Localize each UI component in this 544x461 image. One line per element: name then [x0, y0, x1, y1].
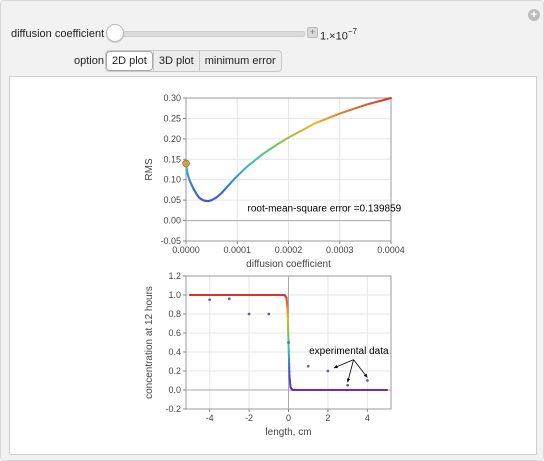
chart2-annotation-arrow	[353, 359, 368, 378]
chart2-data-point	[287, 341, 290, 344]
chart1-annotation: root-mean-square error =0.139859	[248, 204, 402, 215]
chart2-annotation-arrow	[347, 359, 354, 383]
slider-value-mantissa: 1.×10	[320, 30, 348, 43]
chart2-x-axis-label: length, cm	[265, 427, 311, 438]
chart2-data-point	[227, 297, 231, 301]
chart2-annotation-arrowhead	[363, 373, 368, 378]
chart2-data-point	[267, 312, 271, 316]
chart2-y-tick-label: 0.6	[168, 328, 181, 338]
chart1-series-line	[185, 97, 392, 202]
chart2-x-tick-label: 4	[365, 413, 370, 423]
chart2-x-tick-label: -2	[245, 413, 253, 423]
chart1-x-tick-label: 0.0001	[223, 245, 251, 255]
chart2-annotation-arrowhead	[333, 364, 338, 369]
chart2-x-tick-label: 2	[325, 413, 330, 423]
chart2-y-axis-label: concentration at 12 hours	[144, 286, 155, 399]
chart1-y-axis-label: RMS	[144, 158, 155, 181]
chart1-x-tick-label: 0.0004	[377, 245, 405, 255]
chart2-data-point	[365, 379, 369, 382]
chart2-series-line	[188, 294, 389, 391]
chart2-y-tick-label: 0.8	[168, 309, 181, 319]
diffusion-slider-track[interactable]	[107, 31, 305, 37]
chart1-y-tick-label: 0.00	[163, 216, 181, 226]
slider-expand-icon[interactable]: +	[307, 27, 318, 38]
chart2-data-point	[306, 364, 310, 368]
slider-value: 1.×10−7	[320, 27, 357, 43]
chart1-current-point	[182, 159, 190, 168]
chart1-x-tick-label: 0.0003	[326, 245, 354, 255]
chart1-y-tick-label: 0.15	[163, 154, 181, 164]
chart2-data-point	[326, 369, 330, 373]
chart2-annotation: experimental data	[309, 346, 389, 357]
option-selector: 2D plot 3D plot minimum error	[105, 50, 282, 72]
chart2-data-point	[208, 298, 212, 302]
slider-label: diffusion coefficient	[11, 28, 105, 40]
chart2-x-tick-label: 0	[286, 413, 291, 423]
chart1-y-tick-label: 0.05	[163, 195, 181, 205]
chart2-annotation-arrowhead	[346, 378, 351, 383]
chart1-x-tick-label: 0.0000	[172, 245, 200, 255]
output-panel: -0.05 0.00 0.05 0.10 0.15 0.20 0.25 0.30 0.0000 0…	[9, 76, 537, 455]
chart2-data-point	[247, 312, 251, 316]
chart1-y-tick-label: -0.05	[160, 236, 181, 246]
slider-value-exponent: −7	[347, 27, 357, 36]
chart1-x-tick-label: 0.0002	[275, 245, 303, 255]
chart2-data-point	[346, 383, 350, 387]
chart2-y-tick-label: 0.2	[168, 366, 181, 376]
chart2-y-tick-label: 1.2	[168, 271, 181, 281]
chart2-y-tick-label: 1.0	[168, 290, 181, 300]
chart1-x-axis-label: diffusion coefficient	[246, 259, 331, 270]
chart1-series-segment	[386, 97, 392, 100]
option-2d-plot-button[interactable]: 2D plot	[106, 51, 153, 71]
diffusion-slider-thumb[interactable]	[106, 24, 124, 42]
chart2-y-tick-label: 0.0	[168, 385, 181, 395]
option-label: option	[74, 55, 104, 67]
chart1-y-tick-label: 0.30	[163, 93, 181, 103]
expand-plus-icon[interactable]: +	[528, 9, 540, 21]
option-3d-plot-button[interactable]: 3D plot	[152, 51, 199, 71]
chart1-y-tick-label: 0.20	[163, 134, 181, 144]
plots-canvas: -0.050.000.050.100.150.200.250.300.0000 0…	[144, 93, 405, 438]
chart2-y-tick-label: -0.2	[165, 404, 181, 414]
chart2-x-tick-label: -4	[206, 413, 214, 423]
option-minimum-error-button[interactable]: minimum error	[198, 51, 281, 71]
chart1-y-tick-label: 0.25	[163, 113, 181, 123]
chart2-y-tick-label: 0.4	[168, 347, 181, 357]
chart1-y-tick-label: 0.10	[163, 175, 181, 185]
